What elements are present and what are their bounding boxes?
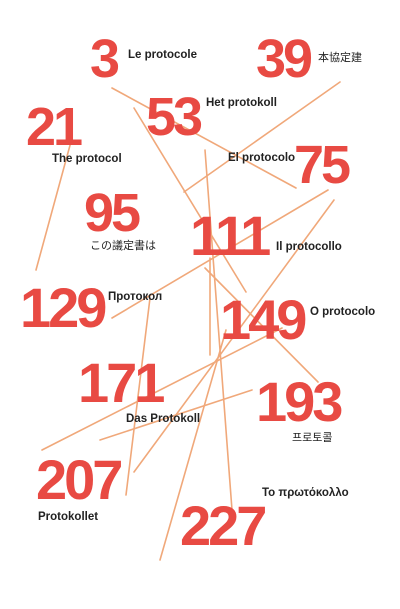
label-il-protocollo: Il protocollo <box>276 241 342 253</box>
label-russian-protocol: Протокол <box>108 291 163 303</box>
label-protokollet: Protokollet <box>38 511 99 523</box>
connector-line <box>183 81 341 193</box>
number-39: 39 <box>256 29 313 89</box>
label-korean-protocol: 프로토콜 <box>292 431 333 444</box>
number-75: 75 <box>294 135 351 195</box>
connector-line <box>133 107 247 293</box>
number-129: 129 <box>20 276 107 339</box>
number-227: 227 <box>180 494 267 557</box>
connector-line <box>159 329 227 561</box>
connector-line <box>41 327 283 451</box>
number-21: 21 <box>26 97 83 157</box>
number-193: 193 <box>256 370 343 433</box>
connector-line <box>35 137 73 271</box>
number-149: 149 <box>220 288 307 351</box>
label-le-protocole: Le protocole <box>128 49 198 61</box>
label-das-protokoll: Das Protokoll <box>126 413 201 425</box>
number-53: 53 <box>146 87 203 147</box>
label-het-protokoll: Het protokoll <box>206 97 277 109</box>
connector-line <box>111 87 297 189</box>
number-171: 171 <box>78 351 165 414</box>
number-111: 111 <box>190 204 271 267</box>
connector-line <box>204 267 319 383</box>
label-o-protocolo: O protocolo <box>310 306 376 318</box>
label-the-protocol: The protocol <box>52 153 122 165</box>
label-el-protocolo: El protocolo <box>228 152 296 164</box>
number-95: 95 <box>84 183 141 243</box>
number-207: 207 <box>36 448 123 511</box>
connector-line <box>125 297 151 496</box>
connector-line <box>99 389 253 441</box>
number-3: 3 <box>90 29 120 89</box>
label-greek-protocol: Το πρωτόκολλο <box>262 487 349 499</box>
connector-line <box>133 199 335 473</box>
label-japanese-protocol-1: 本協定建 <box>318 51 362 64</box>
connector-line <box>204 149 233 511</box>
label-japanese-protocol-2: この議定書は <box>90 239 156 252</box>
connector-line <box>111 189 329 319</box>
